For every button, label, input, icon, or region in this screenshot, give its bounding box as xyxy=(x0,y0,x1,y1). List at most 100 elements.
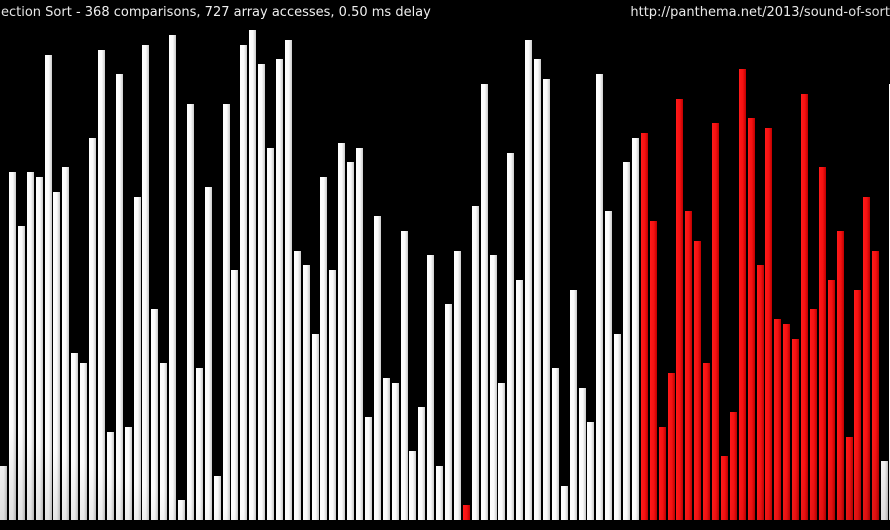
array-bar xyxy=(35,177,43,520)
array-bar xyxy=(783,324,791,520)
array-bar xyxy=(26,172,34,520)
array-bar xyxy=(801,93,808,520)
array-bar xyxy=(382,377,390,520)
array-bar xyxy=(854,289,862,520)
url-text: http://panthema.net/2013/sound-of-sort xyxy=(630,5,890,20)
array-bar xyxy=(551,368,559,520)
array-bar xyxy=(703,363,711,520)
array-bar xyxy=(115,74,123,520)
array-bar xyxy=(178,500,185,520)
array-bar xyxy=(53,191,61,520)
array-bar xyxy=(62,167,70,520)
array-bar xyxy=(338,142,346,520)
array-bar xyxy=(569,289,577,520)
array-bar xyxy=(222,103,230,520)
array-bar xyxy=(614,333,622,520)
array-bar xyxy=(516,279,524,520)
array-bar xyxy=(186,103,194,520)
array-bar xyxy=(694,240,702,520)
array-bar xyxy=(44,54,52,520)
array-bar xyxy=(658,426,666,520)
array-bar xyxy=(471,206,479,520)
array-bar xyxy=(445,304,452,520)
array-bar xyxy=(284,39,292,520)
array-bar xyxy=(738,69,746,520)
array-bar xyxy=(17,226,25,520)
array-bar xyxy=(169,34,177,520)
array-bar xyxy=(204,186,212,520)
array-bar xyxy=(311,333,319,520)
array-bar xyxy=(587,422,595,520)
array-bar xyxy=(809,309,817,520)
array-bar xyxy=(231,270,239,520)
array-bar xyxy=(542,79,550,520)
array-bar xyxy=(302,265,310,520)
array-bar xyxy=(756,265,764,520)
array-bar xyxy=(845,436,853,520)
array-bar xyxy=(560,485,568,520)
array-bar xyxy=(409,451,417,520)
array-bar xyxy=(578,387,586,520)
array-bar xyxy=(507,152,515,520)
array-bar xyxy=(400,230,408,520)
array-bar xyxy=(596,74,604,520)
array-bar xyxy=(0,466,7,520)
array-bar xyxy=(436,466,444,520)
array-bar xyxy=(151,309,159,520)
array-bar xyxy=(195,368,203,520)
array-bar xyxy=(453,250,461,520)
array-bar xyxy=(765,128,773,520)
array-bar xyxy=(667,373,675,520)
array-bar xyxy=(649,221,657,520)
array-bar xyxy=(267,147,274,520)
array-bar xyxy=(249,30,257,520)
array-bar xyxy=(391,382,399,520)
array-bar xyxy=(258,64,266,520)
array-bar xyxy=(676,98,684,520)
array-bar xyxy=(142,44,150,520)
array-bar xyxy=(836,230,844,520)
array-bar xyxy=(498,382,506,520)
array-bar xyxy=(80,363,88,520)
array-bar xyxy=(685,211,693,520)
array-bar xyxy=(364,417,372,520)
array-bar xyxy=(863,196,871,520)
array-bar xyxy=(774,319,782,520)
array-bar xyxy=(605,211,613,520)
array-bar xyxy=(489,255,497,520)
array-bar xyxy=(712,123,719,520)
array-bar xyxy=(373,216,381,520)
array-bar xyxy=(427,255,435,520)
array-bar xyxy=(133,196,141,520)
array-bar xyxy=(640,132,648,520)
array-bar xyxy=(89,137,96,520)
array-bar xyxy=(534,59,541,520)
array-bar xyxy=(275,59,283,520)
array-bar xyxy=(347,162,355,520)
array-bar xyxy=(8,172,16,520)
array-bar xyxy=(160,363,168,520)
array-bar xyxy=(418,407,426,520)
array-bar xyxy=(623,162,630,520)
array-bar xyxy=(720,456,728,520)
array-bar xyxy=(356,147,363,520)
status-text: ection Sort - 368 comparisons, 727 array… xyxy=(1,5,431,20)
array-bar xyxy=(71,353,79,520)
array-bar xyxy=(106,431,114,520)
array-bar xyxy=(818,167,826,520)
array-bar xyxy=(97,49,105,520)
array-bar xyxy=(872,250,880,520)
array-bar xyxy=(320,177,328,520)
array-bar xyxy=(240,44,248,520)
array-bar xyxy=(462,505,470,520)
array-bar xyxy=(881,461,889,520)
array-bar xyxy=(293,250,301,520)
array-bar xyxy=(792,338,800,520)
array-bar xyxy=(124,426,132,520)
array-bar xyxy=(827,279,835,520)
array-bar-partial xyxy=(888,83,890,520)
array-bar xyxy=(631,137,639,520)
array-bar xyxy=(213,475,221,520)
